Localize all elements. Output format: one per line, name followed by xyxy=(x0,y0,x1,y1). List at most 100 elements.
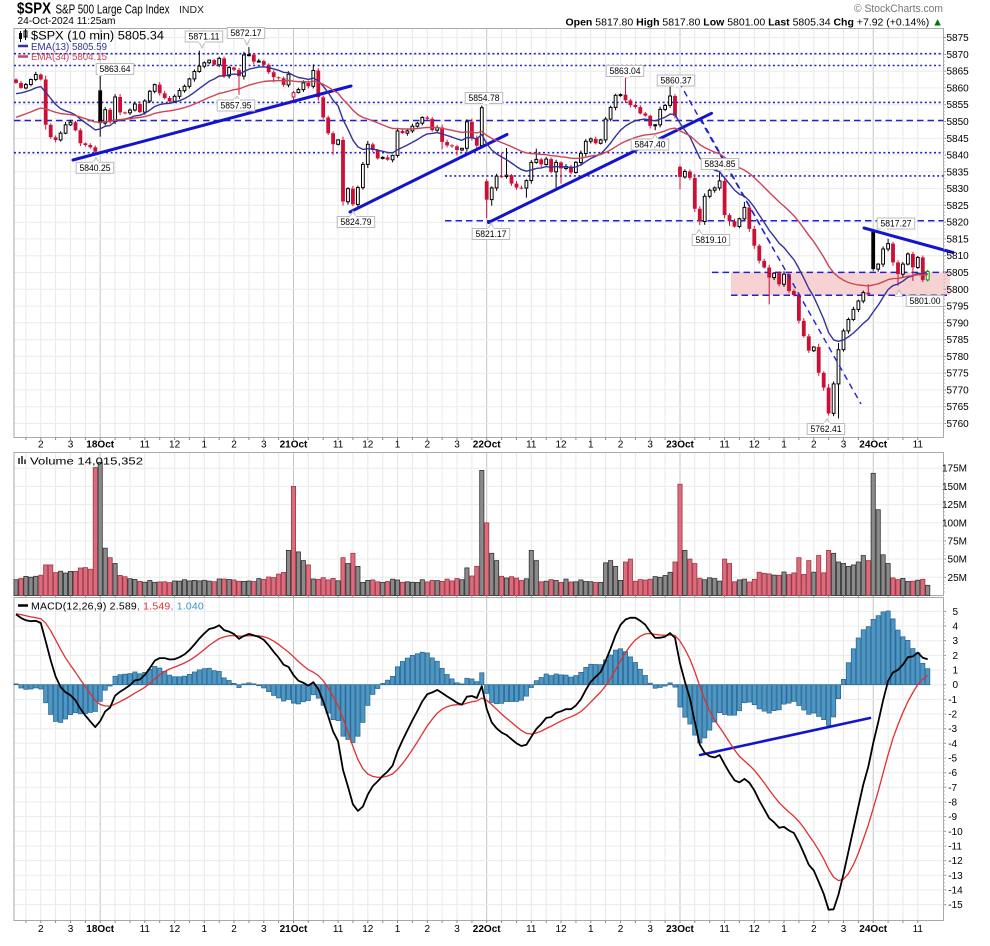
svg-text:$SPX: $SPX xyxy=(17,1,52,18)
svg-text:12: 12 xyxy=(749,440,761,451)
svg-text:1: 1 xyxy=(781,924,787,935)
svg-text:1: 1 xyxy=(202,440,208,451)
svg-text:-6: -6 xyxy=(948,768,957,779)
svg-text:5817.27: 5817.27 xyxy=(881,219,912,230)
svg-text:2: 2 xyxy=(38,440,44,451)
svg-text:5855: 5855 xyxy=(947,100,970,111)
svg-text:11: 11 xyxy=(140,924,151,935)
svg-text:5800: 5800 xyxy=(947,285,970,296)
svg-text:5854.78: 5854.78 xyxy=(469,93,500,104)
svg-text:3: 3 xyxy=(454,924,460,935)
svg-text:1: 1 xyxy=(202,924,208,935)
svg-text:24Oct: 24Oct xyxy=(859,440,887,451)
svg-text:21Oct: 21Oct xyxy=(280,440,308,451)
svg-text:Volume 14,015,352: Volume 14,015,352 xyxy=(30,456,143,468)
svg-text:-10: -10 xyxy=(948,827,963,838)
svg-text:5762.41: 5762.41 xyxy=(811,424,842,435)
svg-text:3: 3 xyxy=(647,440,653,451)
svg-text:23Oct: 23Oct xyxy=(666,924,694,935)
svg-text:3: 3 xyxy=(953,636,959,647)
svg-text:5840: 5840 xyxy=(947,151,970,162)
svg-text:12: 12 xyxy=(362,924,374,935)
svg-text:5: 5 xyxy=(953,607,959,618)
svg-text:50M: 50M xyxy=(948,555,967,566)
svg-text:3: 3 xyxy=(68,924,74,935)
svg-text:12: 12 xyxy=(362,440,374,451)
svg-text:-8: -8 xyxy=(948,798,957,809)
svg-text:18Oct: 18Oct xyxy=(86,440,114,451)
svg-text:5819.10: 5819.10 xyxy=(696,235,727,246)
svg-text:© StockCharts.com: © StockCharts.com xyxy=(854,3,943,15)
svg-text:22Oct: 22Oct xyxy=(473,440,501,451)
svg-text:5860: 5860 xyxy=(947,83,970,94)
svg-text:25M: 25M xyxy=(948,573,967,584)
svg-text:125M: 125M xyxy=(942,500,967,511)
svg-text:EMA(13) 5805.59: EMA(13) 5805.59 xyxy=(31,41,107,53)
svg-text:3: 3 xyxy=(647,924,653,935)
svg-text:5825: 5825 xyxy=(947,201,970,212)
svg-text:5863.04: 5863.04 xyxy=(610,66,641,77)
svg-text:-4: -4 xyxy=(948,739,957,750)
svg-text:5840.25: 5840.25 xyxy=(80,163,111,174)
svg-text:12: 12 xyxy=(555,440,567,451)
svg-text:5790: 5790 xyxy=(947,318,970,329)
svg-text:11: 11 xyxy=(333,924,344,935)
svg-text:0: 0 xyxy=(953,680,959,691)
svg-text:5780: 5780 xyxy=(947,352,970,363)
svg-text:5775: 5775 xyxy=(947,369,970,380)
svg-text:-14: -14 xyxy=(948,885,963,896)
svg-text:3: 3 xyxy=(841,924,847,935)
svg-text:3: 3 xyxy=(261,924,267,935)
svg-text:3: 3 xyxy=(68,440,74,451)
svg-text:5865: 5865 xyxy=(947,67,970,78)
svg-text:5850: 5850 xyxy=(947,117,970,128)
svg-text:5863.64: 5863.64 xyxy=(100,64,131,75)
svg-text:5860.37: 5860.37 xyxy=(661,76,692,87)
svg-text:2: 2 xyxy=(953,651,959,662)
svg-text:2: 2 xyxy=(425,924,431,935)
svg-text:4: 4 xyxy=(953,622,959,633)
svg-text:23Oct: 23Oct xyxy=(666,440,694,451)
svg-text:21Oct: 21Oct xyxy=(280,924,308,935)
svg-text:-3: -3 xyxy=(948,724,957,735)
svg-text:-11: -11 xyxy=(948,842,962,853)
svg-text:12: 12 xyxy=(749,924,761,935)
svg-text:5815: 5815 xyxy=(947,234,970,245)
svg-text:S&P 500 Large Cap Index: S&P 500 Large Cap Index xyxy=(56,3,171,17)
svg-text:18Oct: 18Oct xyxy=(86,924,114,935)
svg-text:5830: 5830 xyxy=(947,184,970,195)
svg-text:-5: -5 xyxy=(948,754,957,765)
svg-text:2: 2 xyxy=(618,924,624,935)
svg-text:12: 12 xyxy=(169,440,181,451)
svg-text:5871.11: 5871.11 xyxy=(189,32,220,43)
svg-text:5760: 5760 xyxy=(947,419,970,430)
svg-text:12: 12 xyxy=(555,924,567,935)
svg-text:2: 2 xyxy=(811,440,817,451)
svg-text:2: 2 xyxy=(425,440,431,451)
svg-text:1: 1 xyxy=(395,440,401,451)
svg-text:75M: 75M xyxy=(948,536,967,547)
svg-text:2: 2 xyxy=(231,924,237,935)
svg-text:5847.40: 5847.40 xyxy=(635,140,666,151)
svg-text:150M: 150M xyxy=(942,482,967,493)
svg-text:5870: 5870 xyxy=(947,50,970,61)
svg-text:MACD(12,26,9) 2.589, 1.549, 1.: MACD(12,26,9) 2.589, 1.549, 1.040 xyxy=(31,601,204,613)
svg-text:11: 11 xyxy=(333,440,344,451)
svg-text:5785: 5785 xyxy=(947,335,970,346)
svg-text:2: 2 xyxy=(38,924,44,935)
svg-text:11: 11 xyxy=(526,924,537,935)
svg-text:EMA(34) 5804.15: EMA(34) 5804.15 xyxy=(31,51,107,63)
svg-text:-2: -2 xyxy=(948,710,957,721)
svg-text:1: 1 xyxy=(953,666,959,677)
svg-text:-15: -15 xyxy=(948,900,963,911)
svg-text:5875: 5875 xyxy=(947,33,970,44)
svg-text:11: 11 xyxy=(913,440,924,451)
svg-text:1: 1 xyxy=(588,924,594,935)
svg-text:2: 2 xyxy=(811,924,817,935)
svg-text:5821.17: 5821.17 xyxy=(476,229,507,240)
svg-text:5801.00: 5801.00 xyxy=(910,296,941,307)
svg-text:-7: -7 xyxy=(948,783,957,794)
svg-text:2: 2 xyxy=(618,440,624,451)
svg-text:11: 11 xyxy=(913,924,924,935)
svg-text:1: 1 xyxy=(781,440,787,451)
